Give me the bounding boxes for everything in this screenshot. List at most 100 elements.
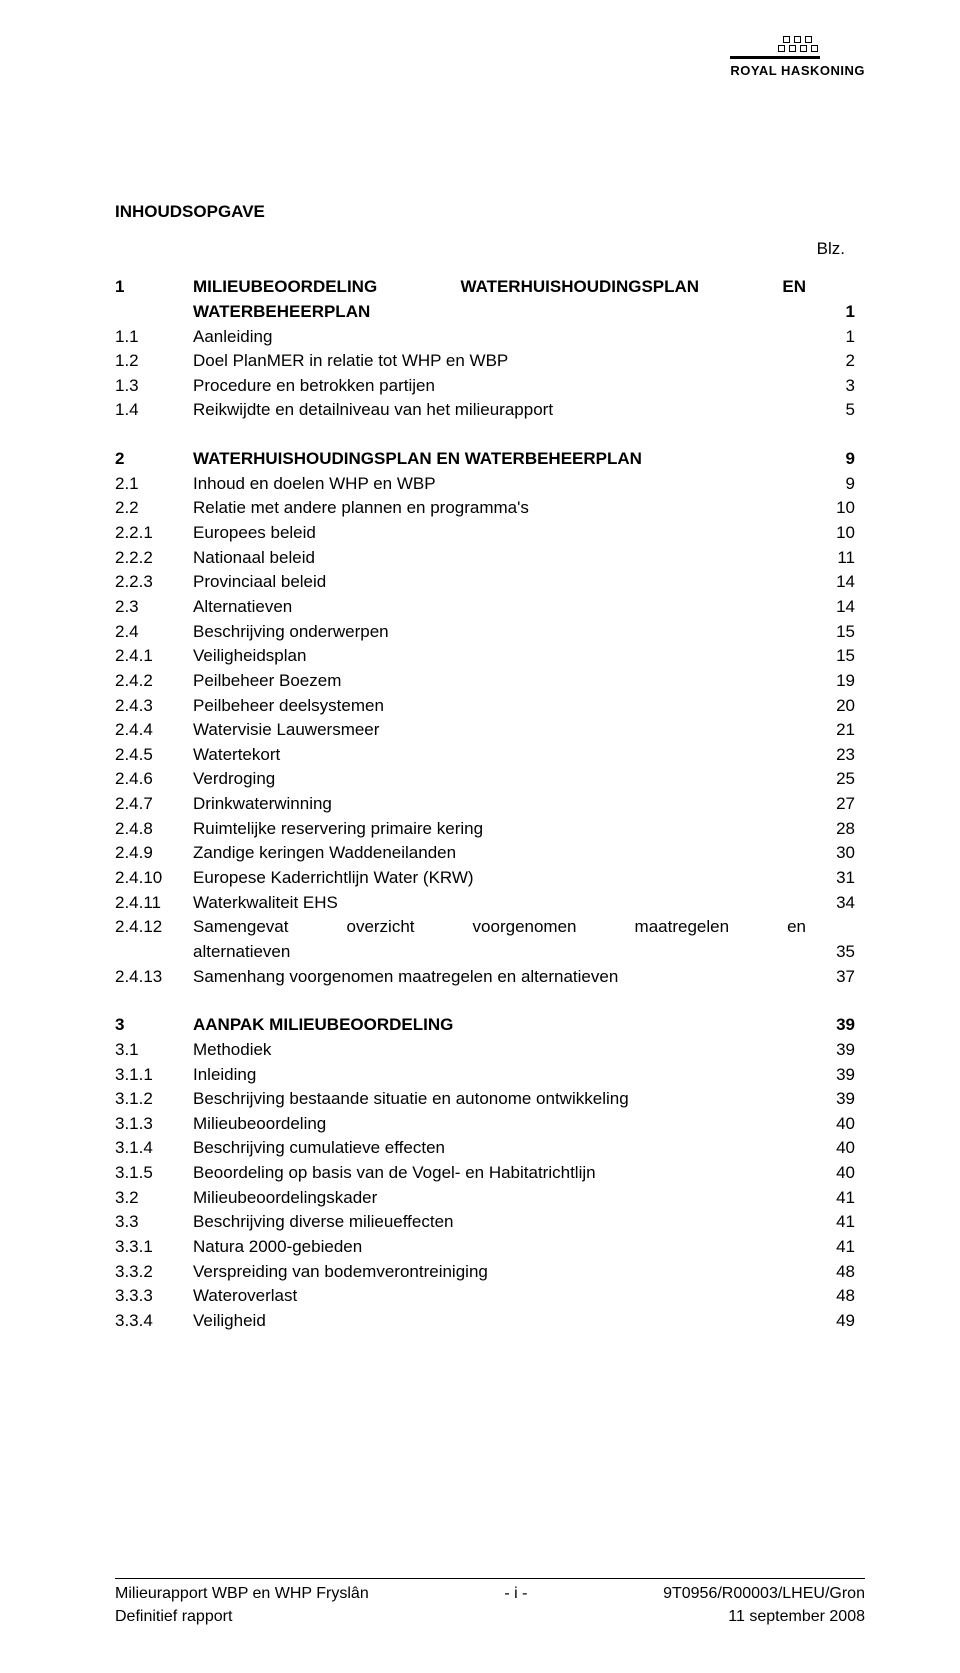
- toc-entry-label: Inhoud en doelen WHP en WBP: [193, 472, 820, 497]
- toc-row: 2.4.5Watertekort23: [115, 743, 855, 768]
- toc-entry-page: 37: [820, 965, 855, 990]
- toc-entry-label: Veiligheid: [193, 1309, 820, 1334]
- toc-row: 3.2Milieubeoordelingskader41: [115, 1186, 855, 1211]
- toc-entry-label: Beschrijving diverse milieueffecten: [193, 1210, 820, 1235]
- toc-entry-number: 3.1.3: [115, 1112, 193, 1137]
- toc-entry-label: Beschrijving onderwerpen: [193, 620, 820, 645]
- toc-row: 2.2.1Europees beleid10: [115, 521, 855, 546]
- toc-entry-page: 10: [820, 496, 855, 521]
- toc-row: 3.3.2Verspreiding van bodemverontreinigi…: [115, 1260, 855, 1285]
- toc-entry-number: 1: [115, 275, 193, 300]
- toc-entry-page: 2: [820, 349, 855, 374]
- toc-entry-label: Doel PlanMER in relatie tot WHP en WBP: [193, 349, 820, 374]
- toc-row: 1.4Reikwijdte en detailniveau van het mi…: [115, 398, 855, 423]
- table-of-contents: 1MILIEUBEOORDELING WATERHUISHOUDINGSPLAN…: [115, 275, 855, 1333]
- toc-row: 2.2.3Provinciaal beleid14: [115, 570, 855, 595]
- toc-entry-number: 2.2.3: [115, 570, 193, 595]
- page-footer: Milieurapport WBP en WHP Fryslân Definit…: [115, 1578, 865, 1628]
- toc-entry-page: 15: [820, 644, 855, 669]
- toc-entry-number: 2.4.8: [115, 817, 193, 842]
- toc-entry-label: Procedure en betrokken partijen: [193, 374, 820, 399]
- toc-entry-number: 1.4: [115, 398, 193, 423]
- toc-entry-number: 2.4: [115, 620, 193, 645]
- toc-entry-page: 10: [820, 521, 855, 546]
- toc-entry-number: 2.3: [115, 595, 193, 620]
- toc-entry-label: Beoordeling op basis van de Vogel- en Ha…: [193, 1161, 820, 1186]
- toc-row: 2.4.11Waterkwaliteit EHS34: [115, 891, 855, 916]
- toc-entry-number: 2.4.7: [115, 792, 193, 817]
- toc-entry-number: 2.2.1: [115, 521, 193, 546]
- toc-entry-label: Aanleiding: [193, 325, 820, 350]
- toc-row: 1.2Doel PlanMER in relatie tot WHP en WB…: [115, 349, 855, 374]
- toc-entry-label: Peilbeheer Boezem: [193, 669, 820, 694]
- toc-row: 1MILIEUBEOORDELING WATERHUISHOUDINGSPLAN…: [115, 275, 855, 300]
- toc-row: 2.4.6Verdroging25: [115, 767, 855, 792]
- toc-entry-number: 3.1.4: [115, 1136, 193, 1161]
- toc-entry-number: 1.2: [115, 349, 193, 374]
- toc-entry-number: 3.3.1: [115, 1235, 193, 1260]
- toc-row: 2.4.3Peilbeheer deelsystemen20: [115, 694, 855, 719]
- toc-entry-label: Verdroging: [193, 767, 820, 792]
- toc-entry-label: Relatie met andere plannen en programma'…: [193, 496, 820, 521]
- toc-entry-page: 1: [820, 325, 855, 350]
- toc-entry-page: 1: [820, 300, 855, 325]
- toc-entry-number: 1.3: [115, 374, 193, 399]
- toc-row: 2.3Alternatieven14: [115, 595, 855, 620]
- toc-entry-label: Nationaal beleid: [193, 546, 820, 571]
- toc-entry-page: 3: [820, 374, 855, 399]
- toc-entry-label: Methodiek: [193, 1038, 820, 1063]
- toc-row: 2.4.2Peilbeheer Boezem19: [115, 669, 855, 694]
- toc-entry-page: 41: [820, 1186, 855, 1211]
- toc-entry-number: 3.3.4: [115, 1309, 193, 1334]
- toc-entry-label: Milieubeoordelingskader: [193, 1186, 820, 1211]
- toc-row: alternatieven35: [115, 940, 855, 965]
- toc-entry-label: Drinkwaterwinning: [193, 792, 820, 817]
- toc-row: 2.4Beschrijving onderwerpen15: [115, 620, 855, 645]
- toc-entry-number: 2.4.6: [115, 767, 193, 792]
- toc-entry-number: 3.1.1: [115, 1063, 193, 1088]
- toc-entry-label: Europese Kaderrichtlijn Water (KRW): [193, 866, 820, 891]
- toc-entry-label: Provinciaal beleid: [193, 570, 820, 595]
- toc-entry-page: 40: [820, 1136, 855, 1161]
- toc-entry-label: Watertekort: [193, 743, 820, 768]
- toc-entry-label: Samengevat overzicht voorgenomen maatreg…: [193, 915, 820, 940]
- toc-entry-page: 48: [820, 1284, 855, 1309]
- toc-entry-label: Waterkwaliteit EHS: [193, 891, 820, 916]
- toc-entry-page: 39: [820, 1038, 855, 1063]
- toc-entry-page: 14: [820, 570, 855, 595]
- toc-entry-page: 28: [820, 817, 855, 842]
- toc-entry-page: 9: [820, 447, 855, 472]
- toc-entry-number: 2.2.2: [115, 546, 193, 571]
- toc-entry-label: alternatieven: [193, 940, 820, 965]
- toc-entry-label: AANPAK MILIEUBEOORDELING: [193, 1013, 820, 1038]
- toc-row: 3.1.1Inleiding39: [115, 1063, 855, 1088]
- toc-entry-page: 41: [820, 1210, 855, 1235]
- footer-page-number: - i -: [504, 1582, 527, 1605]
- toc-row: 3.3.3Wateroverlast48: [115, 1284, 855, 1309]
- toc-row: 1.3Procedure en betrokken partijen3: [115, 374, 855, 399]
- toc-entry-number: 3: [115, 1013, 193, 1038]
- toc-entry-number: 2.4.5: [115, 743, 193, 768]
- footer-doc-ref: 9T0956/R00003/LHEU/Gron: [663, 1582, 865, 1605]
- toc-entry-number: 3.3: [115, 1210, 193, 1235]
- toc-row: 2.4.10Europese Kaderrichtlijn Water (KRW…: [115, 866, 855, 891]
- toc-entry-number: 2.4.13: [115, 965, 193, 990]
- toc-entry-number: 2.4.2: [115, 669, 193, 694]
- toc-row: 3.1.3Milieubeoordeling40: [115, 1112, 855, 1137]
- toc-row: 3.1.4Beschrijving cumulatieve effecten40: [115, 1136, 855, 1161]
- toc-entry-page: 39: [820, 1063, 855, 1088]
- toc-entry-number: 2.4.3: [115, 694, 193, 719]
- toc-entry-page: 31: [820, 866, 855, 891]
- toc-entry-label: Milieubeoordeling: [193, 1112, 820, 1137]
- toc-entry-label: WATERHUISHOUDINGSPLAN EN WATERBEHEERPLAN: [193, 447, 820, 472]
- toc-entry-label: Samenhang voorgenomen maatregelen en alt…: [193, 965, 820, 990]
- toc-row: 2.4.7Drinkwaterwinning27: [115, 792, 855, 817]
- toc-entry-page: 35: [820, 940, 855, 965]
- toc-entry-number: 2.2: [115, 496, 193, 521]
- toc-entry-number: 3.3.2: [115, 1260, 193, 1285]
- toc-entry-label: Wateroverlast: [193, 1284, 820, 1309]
- toc-entry-label: Natura 2000-gebieden: [193, 1235, 820, 1260]
- toc-entry-page: 34: [820, 891, 855, 916]
- footer-doc-status: Definitief rapport: [115, 1605, 369, 1628]
- toc-entry-page: 11: [820, 546, 855, 571]
